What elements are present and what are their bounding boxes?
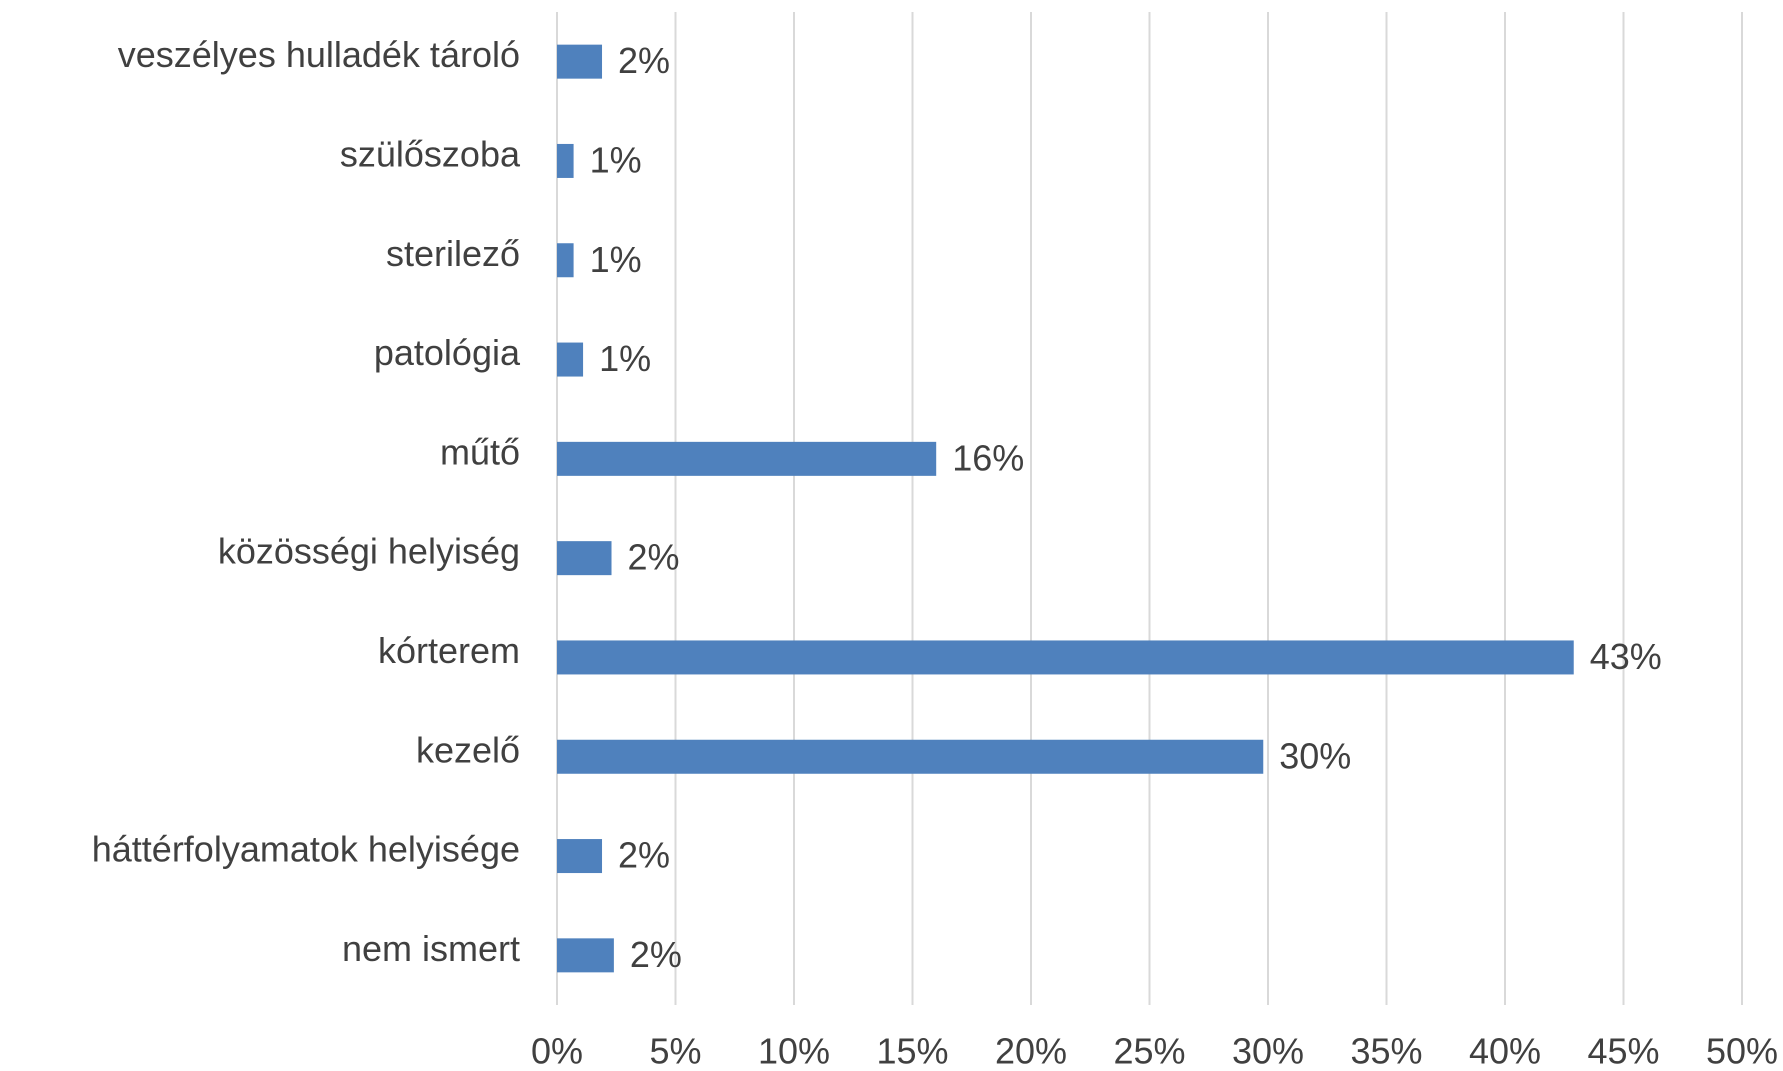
x-tick-label: 45% <box>1587 1031 1659 1071</box>
x-tick-label: 5% <box>649 1031 701 1071</box>
bar <box>557 143 574 178</box>
y-tick-label: nem ismert <box>342 928 520 969</box>
x-tick-label: 15% <box>876 1031 948 1071</box>
y-tick-label: közösségi helyiség <box>218 531 520 572</box>
data-label: 2% <box>618 40 670 81</box>
data-label: 16% <box>952 437 1024 478</box>
x-tick-label: 25% <box>1113 1031 1185 1071</box>
bar <box>557 342 584 377</box>
y-tick-label: műtő <box>440 431 520 472</box>
y-tick-label: kezelő <box>416 729 520 770</box>
data-label: 30% <box>1279 735 1351 776</box>
y-tick-label: háttérfolyamatok helyisége <box>92 829 520 870</box>
x-tick-label: 50% <box>1706 1031 1778 1071</box>
bar <box>557 243 574 278</box>
bar <box>557 938 614 973</box>
bar <box>557 640 1574 675</box>
data-label: 43% <box>1590 636 1662 677</box>
x-tick-label: 35% <box>1350 1031 1422 1071</box>
y-tick-label: kórterem <box>378 630 520 671</box>
bar <box>557 441 937 476</box>
bar <box>557 541 612 576</box>
data-label: 1% <box>599 338 651 379</box>
bar <box>557 739 1264 774</box>
y-tick-label: patológia <box>374 332 521 373</box>
y-tick-label: szülőszoba <box>340 133 521 174</box>
bar <box>557 44 603 79</box>
y-tick-label: veszélyes hulladék tároló <box>118 34 520 75</box>
bar <box>557 839 603 874</box>
x-tick-label: 10% <box>758 1031 830 1071</box>
data-label: 2% <box>628 537 680 578</box>
x-tick-label: 0% <box>531 1031 583 1071</box>
x-tick-label: 30% <box>1232 1031 1304 1071</box>
data-label: 1% <box>590 239 642 280</box>
y-tick-label: sterilező <box>386 233 520 274</box>
data-label: 2% <box>618 835 670 876</box>
data-label: 1% <box>590 139 642 180</box>
x-tick-label: 20% <box>995 1031 1067 1071</box>
data-label: 2% <box>630 934 682 975</box>
x-tick-label: 40% <box>1469 1031 1541 1071</box>
